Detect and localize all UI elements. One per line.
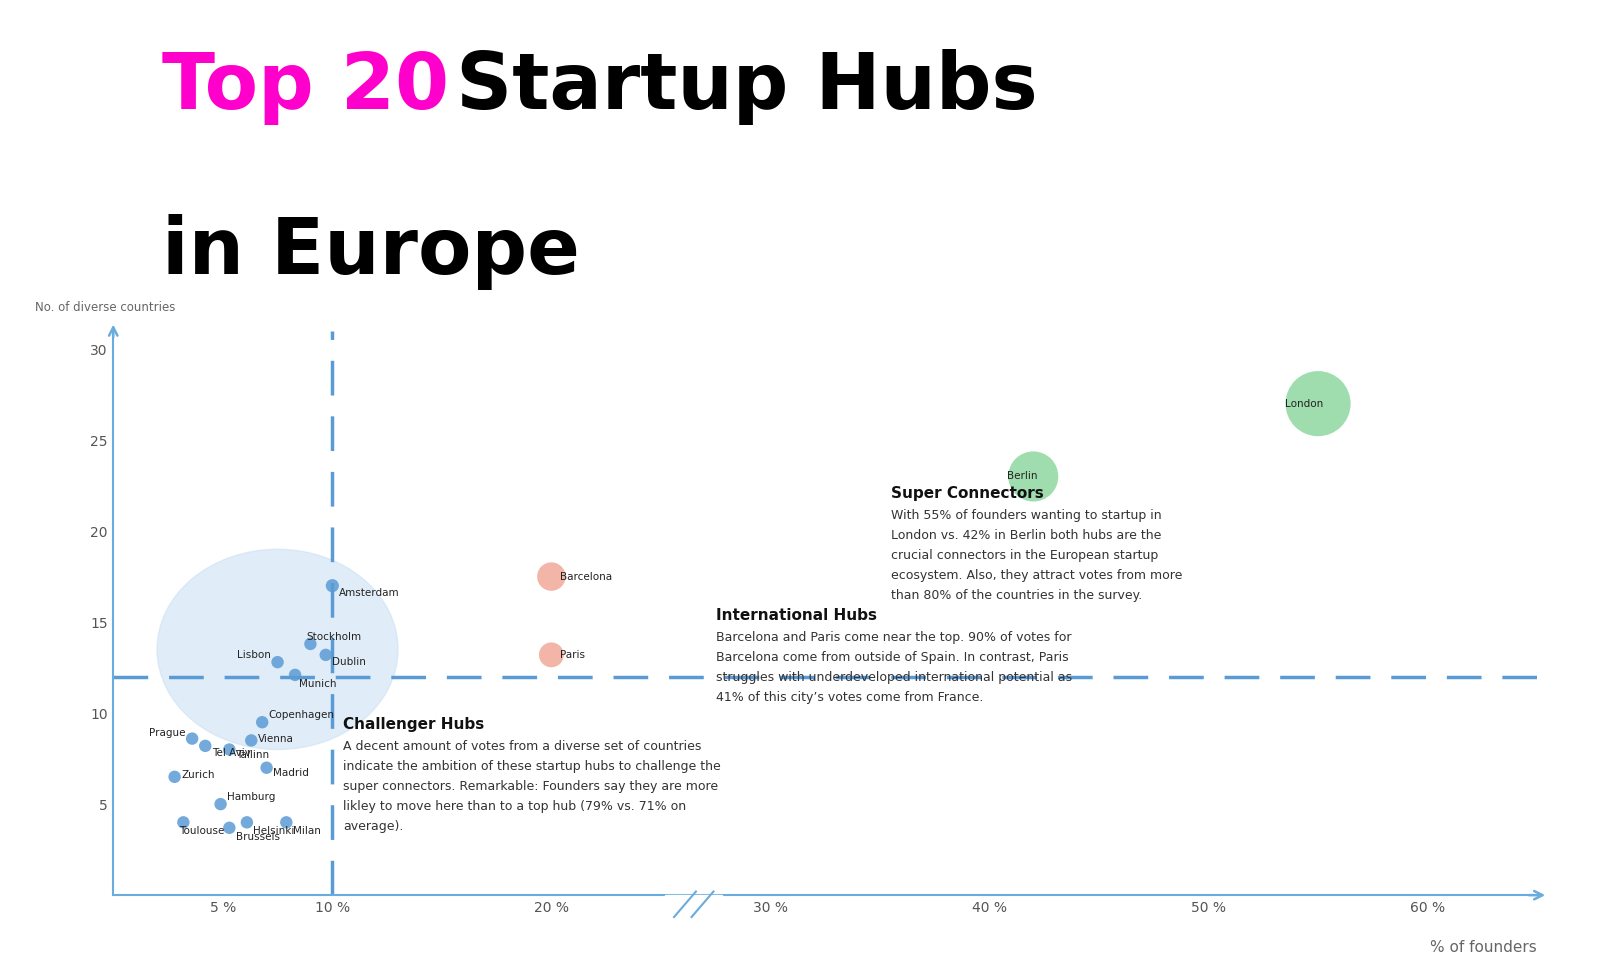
Text: % of founders: % of founders bbox=[1430, 940, 1537, 955]
Text: No. of diverse countries: No. of diverse countries bbox=[36, 301, 175, 314]
Point bbox=[254, 760, 280, 775]
Point bbox=[1021, 469, 1047, 485]
Text: in Europe: in Europe bbox=[162, 214, 579, 290]
Text: Munich: Munich bbox=[299, 679, 337, 689]
Point bbox=[273, 814, 299, 830]
Text: Dublin: Dublin bbox=[332, 657, 366, 667]
Point bbox=[235, 814, 260, 830]
Bar bbox=[665, 895, 722, 922]
Point bbox=[207, 796, 233, 811]
Text: Barcelona and Paris come near the top. 90% of votes for
Barcelona come from outs: Barcelona and Paris come near the top. 9… bbox=[715, 631, 1071, 704]
Text: Milan: Milan bbox=[293, 826, 320, 837]
Text: London: London bbox=[1285, 399, 1324, 409]
Text: Vienna: Vienna bbox=[257, 734, 294, 743]
Text: Zurich: Zurich bbox=[181, 770, 215, 780]
Point bbox=[539, 647, 565, 663]
Text: Hamburg: Hamburg bbox=[227, 792, 275, 802]
Text: Madrid: Madrid bbox=[273, 769, 309, 778]
Point bbox=[170, 814, 196, 830]
Point bbox=[193, 739, 218, 754]
Text: Paris: Paris bbox=[560, 650, 586, 660]
Point bbox=[162, 769, 188, 784]
Text: Prague: Prague bbox=[149, 728, 186, 739]
Text: With 55% of founders wanting to startup in
London vs. 42% in Berlin both hubs ar: With 55% of founders wanting to startup … bbox=[892, 509, 1183, 602]
Text: A decent amount of votes from a diverse set of countries
indicate the ambition o: A decent amount of votes from a diverse … bbox=[343, 740, 722, 834]
Text: Barcelona: Barcelona bbox=[560, 571, 612, 582]
Text: Copenhagen: Copenhagen bbox=[269, 710, 335, 720]
Text: Toulouse: Toulouse bbox=[180, 826, 225, 837]
Point bbox=[539, 569, 565, 585]
Text: Tallinn: Tallinn bbox=[236, 750, 269, 760]
Point bbox=[217, 820, 243, 836]
Text: Brussels: Brussels bbox=[236, 832, 280, 842]
Point bbox=[319, 578, 345, 594]
Point bbox=[180, 731, 205, 746]
Point bbox=[238, 733, 264, 748]
Text: International Hubs: International Hubs bbox=[715, 607, 877, 623]
Point bbox=[217, 741, 243, 757]
Text: Startup Hubs: Startup Hubs bbox=[429, 49, 1037, 125]
Text: Amsterdam: Amsterdam bbox=[338, 588, 400, 598]
Circle shape bbox=[157, 550, 398, 749]
Point bbox=[1306, 396, 1332, 412]
Text: Top 20: Top 20 bbox=[162, 49, 448, 125]
Point bbox=[312, 647, 338, 663]
Point bbox=[298, 636, 324, 652]
Text: Helsinki: Helsinki bbox=[254, 826, 294, 837]
Point bbox=[249, 714, 275, 730]
Text: Tel Aviv: Tel Aviv bbox=[212, 748, 251, 758]
Text: Super Connectors: Super Connectors bbox=[892, 486, 1044, 500]
Text: Berlin: Berlin bbox=[1006, 472, 1037, 482]
Text: Challenger Hubs: Challenger Hubs bbox=[343, 717, 484, 732]
Text: Lisbon: Lisbon bbox=[238, 650, 270, 660]
Text: Stockholm: Stockholm bbox=[306, 631, 361, 641]
Point bbox=[265, 655, 291, 670]
Point bbox=[282, 667, 307, 683]
